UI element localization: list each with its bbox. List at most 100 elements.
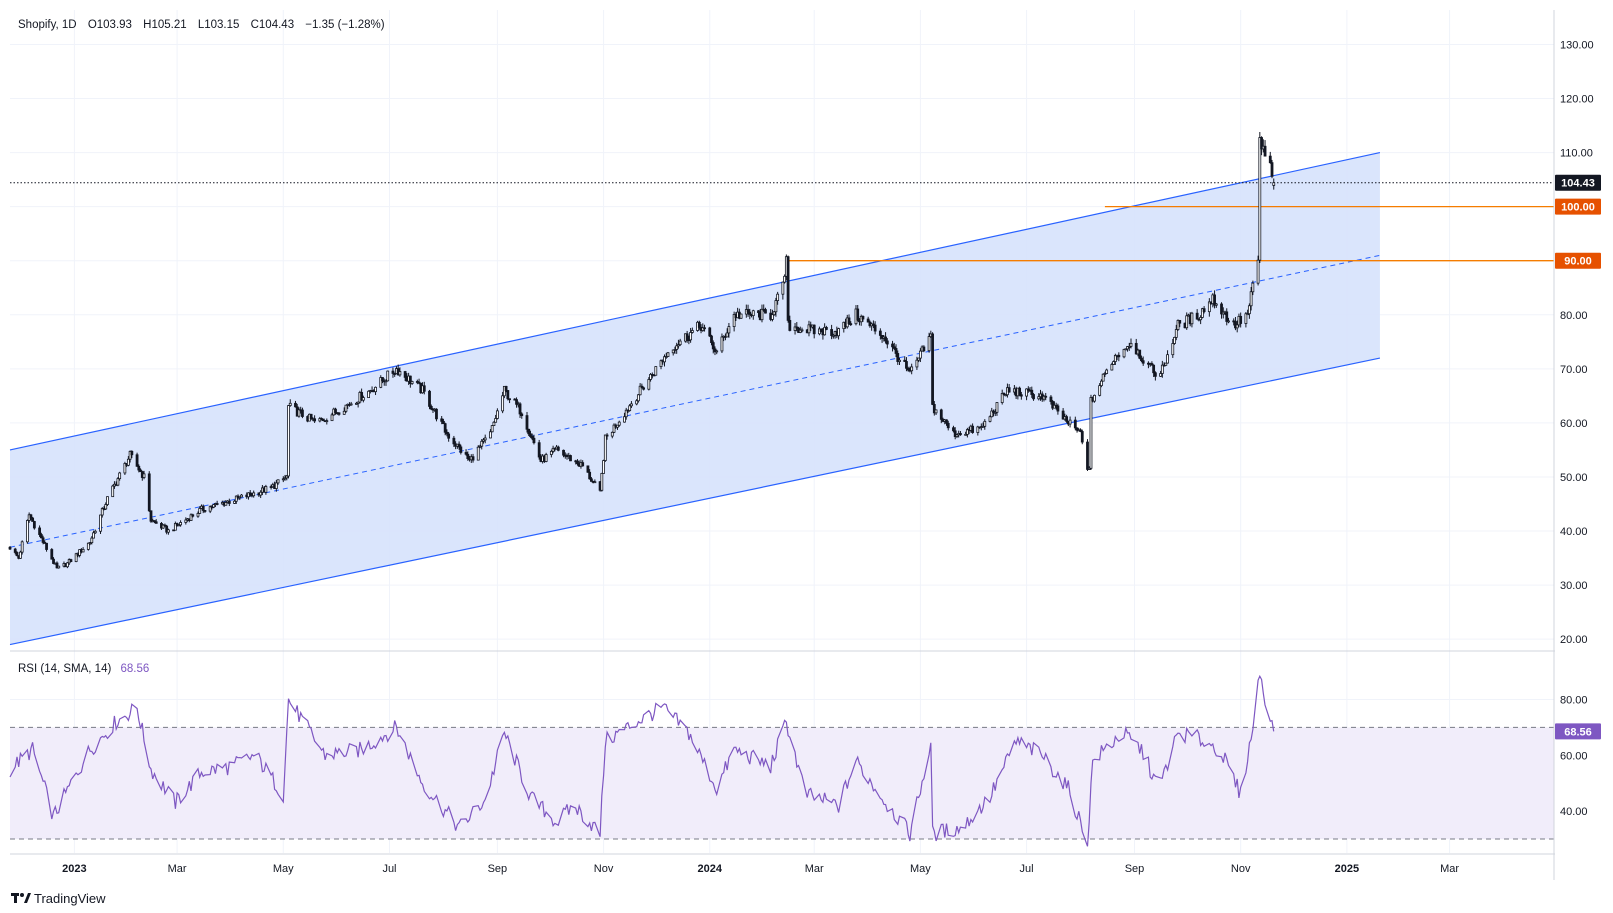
candle[interactable] xyxy=(1056,403,1060,415)
candle[interactable] xyxy=(1258,132,1262,264)
channel-upper-line[interactable] xyxy=(9,151,1381,451)
candle[interactable] xyxy=(530,433,534,441)
candle[interactable] xyxy=(1032,393,1035,401)
candle[interactable] xyxy=(78,549,82,558)
candle[interactable] xyxy=(482,438,485,444)
candle[interactable] xyxy=(259,490,263,499)
candle[interactable] xyxy=(1164,362,1168,366)
candle[interactable] xyxy=(126,456,130,467)
candle[interactable] xyxy=(971,423,975,434)
candle[interactable] xyxy=(466,451,470,461)
candle[interactable] xyxy=(224,500,228,506)
candle[interactable] xyxy=(788,315,792,332)
candle[interactable] xyxy=(13,547,17,555)
candle[interactable] xyxy=(1113,353,1117,365)
candle[interactable] xyxy=(992,409,995,417)
candle[interactable] xyxy=(381,377,384,384)
candle[interactable] xyxy=(1153,371,1157,381)
candle[interactable] xyxy=(309,413,313,420)
candle[interactable] xyxy=(1019,391,1023,400)
candle[interactable] xyxy=(654,366,658,376)
candle[interactable] xyxy=(81,547,85,553)
candle[interactable] xyxy=(807,320,811,337)
candle[interactable] xyxy=(715,349,719,355)
candle[interactable] xyxy=(1089,394,1093,470)
candle[interactable] xyxy=(1202,306,1206,314)
candle[interactable] xyxy=(831,333,835,339)
candle[interactable] xyxy=(612,423,616,434)
candle[interactable] xyxy=(201,504,205,514)
candle[interactable] xyxy=(508,398,511,404)
candle[interactable] xyxy=(946,420,950,431)
candle[interactable] xyxy=(697,320,701,330)
candle[interactable] xyxy=(783,274,787,284)
candle[interactable] xyxy=(1207,298,1211,317)
candle[interactable] xyxy=(903,356,907,362)
candle[interactable] xyxy=(8,546,12,551)
candle[interactable] xyxy=(361,395,365,403)
candle[interactable] xyxy=(520,412,524,419)
candle[interactable] xyxy=(1112,360,1116,366)
candle[interactable] xyxy=(167,528,170,535)
candle[interactable] xyxy=(142,470,146,480)
candle[interactable] xyxy=(1251,280,1255,296)
candle[interactable] xyxy=(896,350,900,365)
candle[interactable] xyxy=(1174,324,1178,341)
candle[interactable] xyxy=(677,339,680,349)
candle[interactable] xyxy=(678,338,682,347)
candle[interactable] xyxy=(760,304,764,323)
candle[interactable] xyxy=(1166,350,1169,364)
candle[interactable] xyxy=(495,408,499,420)
candle[interactable] xyxy=(746,304,750,317)
candle[interactable] xyxy=(15,551,19,557)
candle[interactable] xyxy=(959,431,962,436)
candle[interactable] xyxy=(710,334,713,346)
candle[interactable] xyxy=(1007,384,1011,393)
candle[interactable] xyxy=(906,366,910,372)
candle[interactable] xyxy=(422,381,426,395)
candle[interactable] xyxy=(664,352,668,359)
candle[interactable] xyxy=(659,359,663,370)
candle[interactable] xyxy=(457,441,461,450)
candle[interactable] xyxy=(1138,349,1142,360)
candle[interactable] xyxy=(386,370,390,382)
candle[interactable] xyxy=(1073,416,1077,431)
candle[interactable] xyxy=(781,281,785,300)
tradingview-logo[interactable]: TradingView xyxy=(11,891,106,906)
candle[interactable] xyxy=(866,316,870,323)
candle[interactable] xyxy=(918,348,922,363)
candle[interactable] xyxy=(483,434,487,444)
candle[interactable] xyxy=(1124,348,1128,351)
candle[interactable] xyxy=(1110,362,1114,371)
candle[interactable] xyxy=(786,255,790,323)
candle[interactable] xyxy=(1093,394,1096,403)
candle[interactable] xyxy=(179,520,182,527)
candle[interactable] xyxy=(932,401,936,416)
candle[interactable] xyxy=(1044,392,1048,401)
candle[interactable] xyxy=(638,383,642,396)
candle[interactable] xyxy=(551,445,555,454)
candle[interactable] xyxy=(1098,383,1102,397)
candle[interactable] xyxy=(771,309,774,322)
candle[interactable] xyxy=(934,409,938,415)
candle[interactable] xyxy=(1256,255,1260,286)
candle[interactable] xyxy=(86,542,90,551)
candle[interactable] xyxy=(1247,303,1251,319)
candle[interactable] xyxy=(628,404,632,412)
candle[interactable] xyxy=(501,391,505,414)
candle[interactable] xyxy=(1268,151,1272,164)
candle[interactable] xyxy=(884,332,887,344)
candle[interactable] xyxy=(184,517,188,525)
candle[interactable] xyxy=(703,324,706,332)
candle[interactable] xyxy=(92,530,95,539)
candle[interactable] xyxy=(1129,338,1133,349)
candle[interactable] xyxy=(776,291,780,305)
candle[interactable] xyxy=(910,363,914,375)
candle[interactable] xyxy=(589,477,593,482)
candle[interactable] xyxy=(623,412,626,423)
candle[interactable] xyxy=(1200,307,1204,319)
candle[interactable] xyxy=(556,445,560,452)
candle[interactable] xyxy=(379,375,383,389)
candle[interactable] xyxy=(1105,368,1109,375)
candle[interactable] xyxy=(647,377,651,391)
